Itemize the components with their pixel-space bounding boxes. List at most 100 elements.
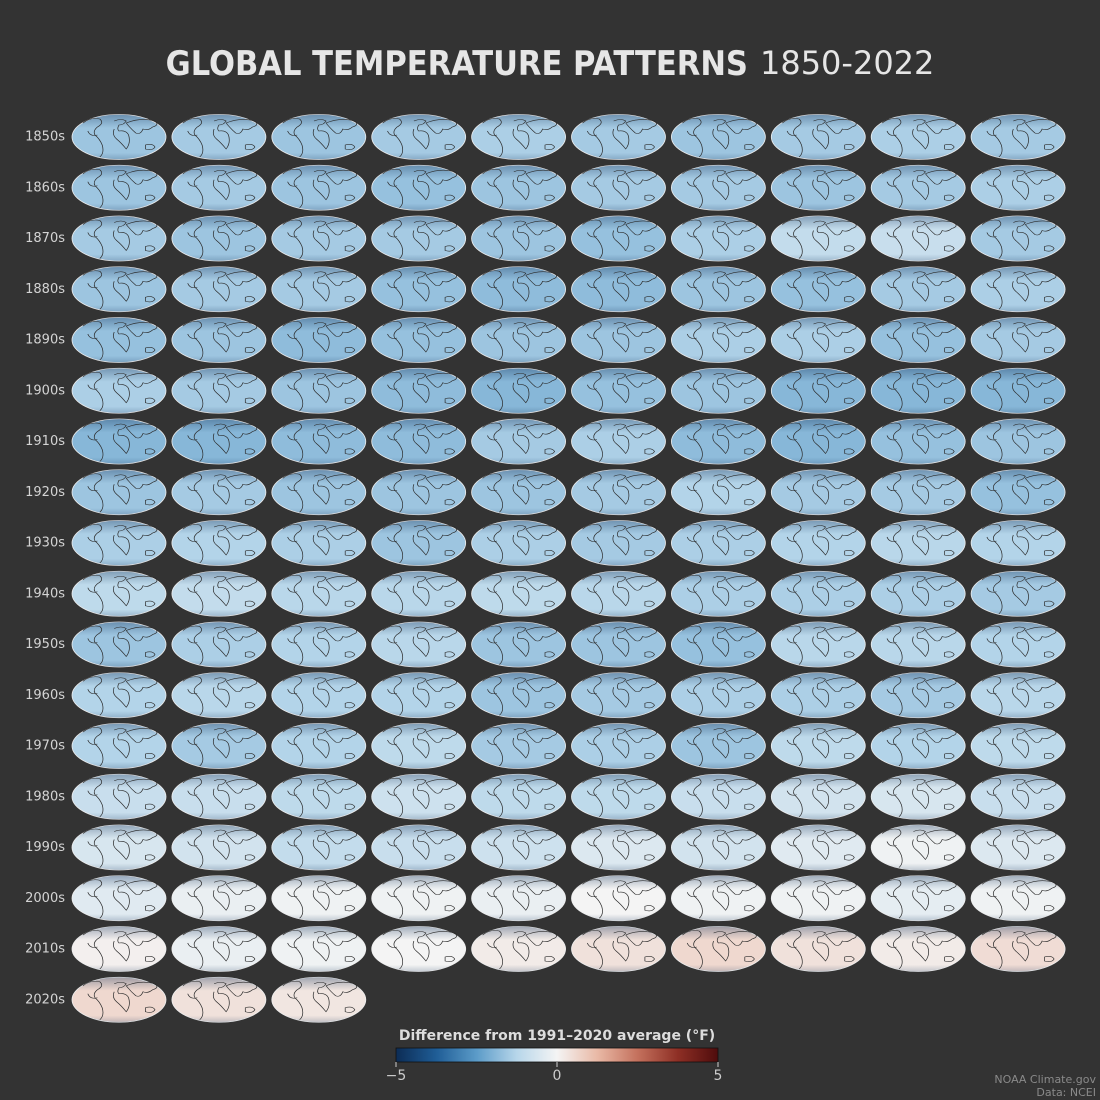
map-shade: [871, 216, 966, 261]
map-shade: [371, 520, 466, 566]
map: [271, 824, 367, 871]
map-shade: [72, 266, 166, 312]
map: [71, 266, 167, 313]
map-shade: [671, 723, 766, 769]
map: [571, 570, 666, 617]
map-shade: [371, 622, 466, 667]
map: [870, 114, 966, 160]
map: [371, 926, 467, 972]
map-shade: [271, 672, 366, 718]
map-shade: [871, 875, 966, 921]
map: [671, 520, 766, 566]
map: [970, 266, 1066, 313]
colorbar-tick-label: 0: [553, 1068, 562, 1084]
map: [770, 672, 866, 719]
map: [371, 621, 467, 668]
map-shade: [971, 774, 1066, 820]
map-shade: [771, 165, 866, 211]
map: [970, 215, 1066, 262]
map: [371, 215, 467, 262]
map: [671, 875, 766, 922]
map: [970, 672, 1066, 719]
map-shade: [571, 419, 666, 464]
map: [171, 672, 267, 719]
map: [71, 773, 167, 820]
map-shade: [571, 672, 666, 718]
map-shade: [72, 114, 166, 160]
map-shade: [371, 114, 466, 160]
map-shade: [371, 825, 466, 870]
map-shade: [171, 368, 266, 414]
map: [870, 672, 966, 719]
map-shade: [471, 368, 566, 414]
map: [671, 773, 766, 820]
map-shade: [771, 368, 866, 414]
map-shade: [72, 317, 166, 363]
map: [371, 367, 467, 414]
map: [271, 367, 367, 414]
map-shade: [971, 266, 1066, 312]
map-shade: [771, 469, 866, 515]
map-shade: [171, 622, 266, 667]
map-shade: [471, 622, 566, 667]
map-shade: [371, 419, 466, 464]
map-shade: [171, 926, 266, 972]
map: [671, 672, 766, 719]
map: [171, 367, 267, 414]
map-shade: [171, 165, 266, 211]
map-shade: [471, 875, 566, 921]
map-shade: [571, 774, 666, 820]
map: [371, 824, 467, 871]
map: [371, 520, 467, 566]
map: [271, 266, 367, 313]
map: [870, 723, 966, 769]
row-label: 1870s: [25, 231, 65, 246]
row-label: 1850s: [25, 130, 65, 145]
map-shade: [271, 419, 366, 464]
map: [770, 926, 866, 972]
map: [171, 469, 267, 516]
row-label: 1960s: [25, 688, 65, 703]
map-shade: [271, 622, 366, 667]
row-label: 1910s: [25, 434, 65, 449]
map-shade: [471, 774, 566, 820]
map: [171, 520, 267, 566]
title-years: 1850-2022: [760, 44, 934, 82]
map: [870, 469, 966, 516]
map: [171, 418, 267, 465]
map: [171, 266, 267, 313]
map: [571, 824, 666, 871]
map-shade: [771, 672, 866, 718]
row-label: 1880s: [25, 282, 65, 297]
map-shade: [971, 622, 1066, 667]
colorbar: Difference from 1991–2020 average (°F) −…: [386, 1028, 723, 1084]
map-shade: [471, 723, 566, 769]
map-shade: [72, 977, 166, 1023]
map-shade: [671, 469, 766, 515]
map: [770, 469, 866, 516]
map-shade: [571, 317, 666, 363]
map-shade: [571, 266, 666, 312]
map-shade: [771, 774, 866, 820]
map-shade: [371, 723, 466, 769]
map-shade: [671, 825, 766, 870]
map-shade: [571, 368, 666, 414]
map: [271, 164, 367, 211]
map-shade: [871, 825, 966, 870]
map-shade: [271, 926, 366, 972]
map: [71, 570, 167, 617]
colorbar-label: Difference from 1991–2020 average (°F): [399, 1028, 715, 1044]
map: [471, 367, 566, 414]
map: [271, 926, 367, 972]
map: [471, 520, 566, 566]
map: [571, 367, 666, 414]
map-shade: [771, 419, 866, 464]
map: [371, 672, 467, 719]
map: [770, 824, 866, 871]
map: [671, 317, 766, 363]
map-shade: [271, 266, 366, 312]
map: [71, 926, 167, 972]
row-label: 1980s: [25, 789, 65, 804]
map-shade: [171, 723, 266, 769]
map-shade: [771, 825, 866, 870]
